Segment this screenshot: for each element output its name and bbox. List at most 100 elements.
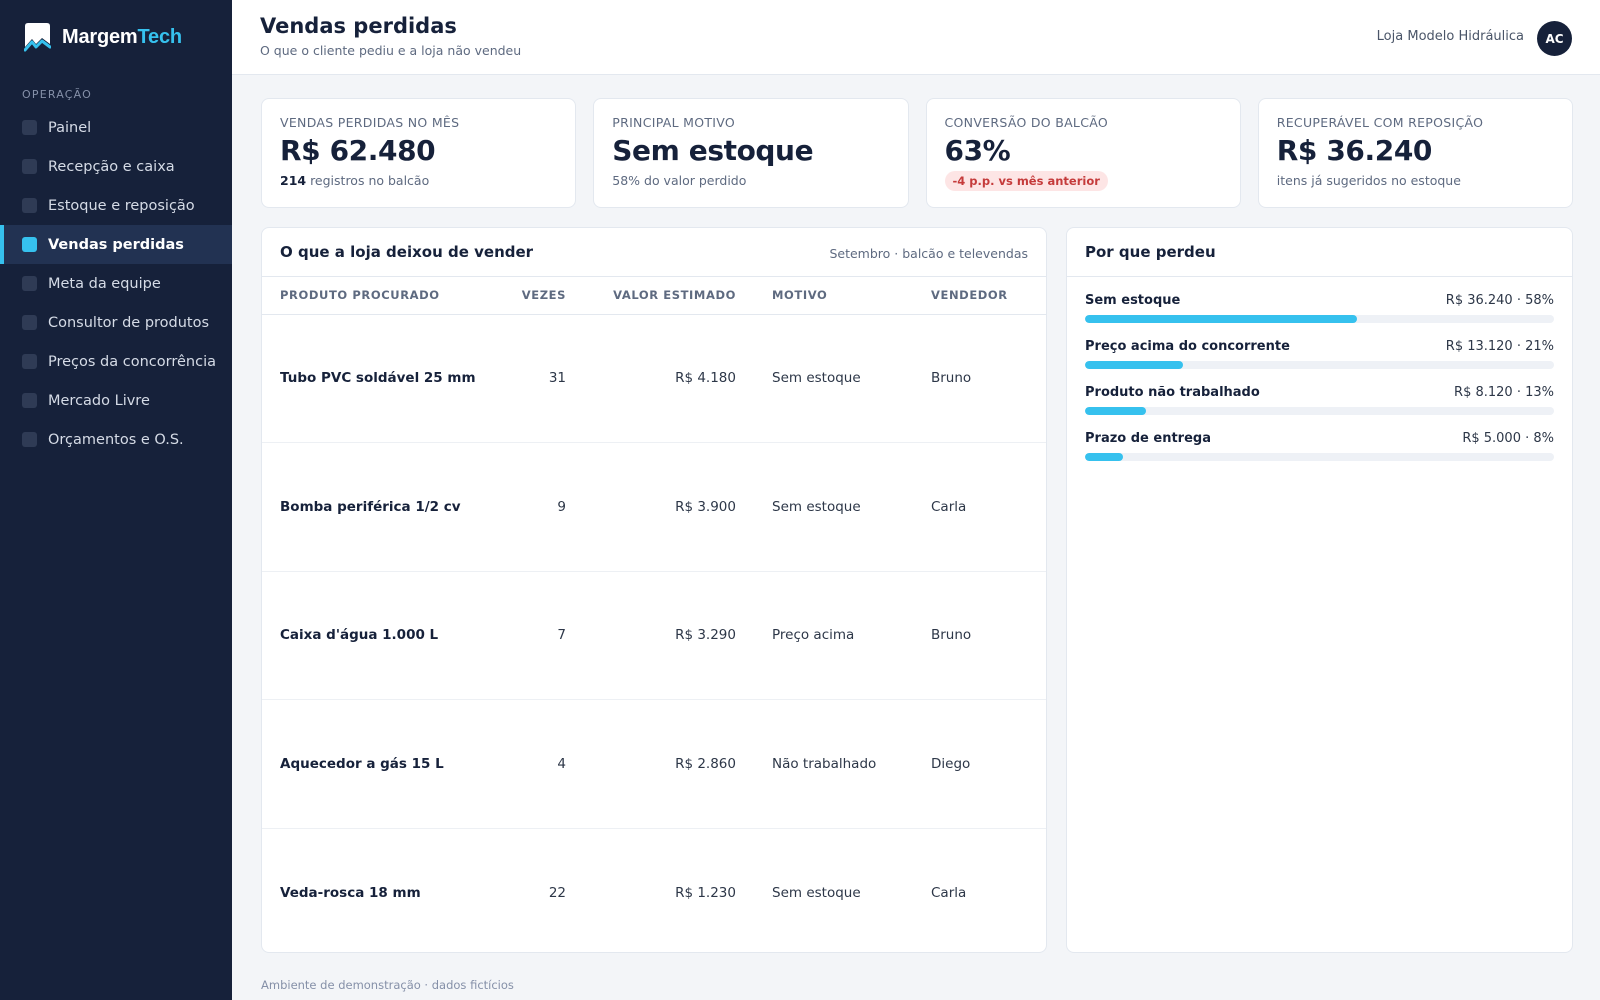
- loss-reason-label: Sem estoque: [1085, 293, 1181, 308]
- loss-reason-bar-fill: [1085, 361, 1184, 369]
- reason-cell: Não trabalhado: [736, 699, 931, 829]
- loss-reason-label: Prazo de entrega: [1085, 431, 1211, 446]
- seller-cell: Bruno: [931, 571, 1046, 701]
- product-cell: Caixa d'água 1.000 L: [262, 571, 506, 701]
- kpi-value: 63%: [944, 134, 1011, 167]
- brand-name: MargemTech: [62, 26, 182, 49]
- loss-reason-bar-fill: [1085, 407, 1146, 415]
- reason-cell: Preço acima: [736, 571, 931, 701]
- sidebar-item-orcamentos-e-o-s[interactable]: Orçamentos e O.S.: [0, 420, 232, 459]
- loss-reasons-panel: Por que perdeu Sem estoque R$ 36.240 · 58…: [1066, 227, 1573, 953]
- nav-bullet-icon: [22, 276, 37, 291]
- seller-cell: Carla: [931, 442, 1046, 572]
- kpi-card-recoverable: RECUPERÁVEL COM REPOSIÇÃO R$ 36.240 iten…: [1257, 98, 1573, 208]
- brand-mark-icon: [24, 23, 51, 52]
- footer-note: Ambiente de demonstração · dados fictíci…: [261, 978, 514, 992]
- sidebar-item-label: Preços da concorrência: [48, 353, 216, 370]
- seller-cell: Carla: [931, 884, 967, 901]
- value-cell: R$ 3.900: [566, 442, 736, 572]
- table-header-row: PRODUTO PROCURADO VEZES VALOR ESTIMADO M…: [262, 277, 1046, 315]
- store-selector[interactable]: Loja Modelo Hidráulica: [1376, 29, 1524, 44]
- seller-cell: Bruno: [931, 314, 1046, 444]
- column-header-reason[interactable]: MOTIVO: [736, 277, 931, 315]
- loss-reason-row: Prazo de entrega R$ 5.000 · 8%: [1085, 431, 1554, 446]
- times-cell: 9: [506, 442, 566, 572]
- kpi-subtext: 58% do valor perdido: [612, 173, 747, 188]
- kpi-label: VENDAS PERDIDAS NO MÊS: [280, 115, 460, 130]
- kpi-value: R$ 36.240: [1276, 134, 1433, 167]
- loss-reason-bar-track: [1085, 315, 1554, 323]
- kpi-subtext-label: registros no balcão: [306, 173, 430, 188]
- loss-reason-item: Sem estoque R$ 36.240 · 58%: [1085, 293, 1554, 339]
- brand-logo[interactable]: MargemTech: [24, 22, 182, 52]
- reason-cell: Sem estoque: [736, 314, 931, 444]
- times-cell: 7: [506, 571, 566, 701]
- value-cell: R$ 3.290: [566, 571, 736, 701]
- loss-reason-row: Preço acima do concorrente R$ 13.120 · 21…: [1085, 339, 1554, 354]
- kpi-card-lost-sales: VENDAS PERDIDAS NO MÊS R$ 62.480 214 reg…: [261, 98, 577, 208]
- page-subtitle: O que o cliente pediu e a loja não vende…: [260, 43, 522, 58]
- loss-reason-bar-track: [1085, 361, 1554, 369]
- loss-reason-bar-fill: [1085, 453, 1123, 461]
- loss-reason-value: R$ 36.240 · 58%: [1445, 293, 1554, 308]
- loss-reason-value: R$ 5.000 · 8%: [1462, 431, 1554, 446]
- brand-name-part2: Tech: [137, 25, 183, 48]
- kpi-card-conversion: CONVERSÃO DO BALCÃO 63% -4 p.p. vs mês a…: [925, 98, 1241, 208]
- seller-cell: Diego: [931, 699, 1046, 829]
- loss-reason-item: Prazo de entrega R$ 5.000 · 8%: [1085, 431, 1554, 477]
- page-header: Vendas perdidas O que o cliente pediu e …: [232, 0, 1600, 75]
- kpi-label: RECUPERÁVEL COM REPOSIÇÃO: [1276, 115, 1484, 130]
- nav-bullet-icon: [22, 198, 37, 213]
- sidebar-item-painel[interactable]: Painel: [0, 108, 232, 147]
- product-cell: Veda-rosca 18 mm: [280, 884, 421, 901]
- kpi-value: Sem estoque: [612, 134, 814, 167]
- kpi-subtext: 214 registros no balcão: [280, 173, 557, 188]
- loss-reason-row: Sem estoque R$ 36.240 · 58%: [1085, 293, 1554, 308]
- kpi-card-main-reason: PRINCIPAL MOTIVO Sem estoque 58% do valo…: [593, 98, 909, 208]
- column-header-value[interactable]: VALOR ESTIMADO: [566, 277, 736, 315]
- loss-reason-bar-fill: [1085, 315, 1358, 323]
- sidebar-item-mercado-livre[interactable]: Mercado Livre: [0, 381, 232, 420]
- sidebar-item-estoque-e-reposicao[interactable]: Estoque e reposição: [0, 186, 232, 225]
- sidebar-item-recepcao-e-caixa[interactable]: Recepção e caixa: [0, 147, 232, 186]
- loss-reason-value: R$ 13.120 · 21%: [1445, 339, 1554, 354]
- sidebar-item-label: Vendas perdidas: [48, 236, 184, 253]
- sidebar-nav: Painel Recepção e caixa Estoque e reposiçã…: [0, 108, 232, 459]
- column-header-times[interactable]: VEZES: [506, 277, 566, 315]
- brand-name-part1: Margem: [62, 25, 138, 48]
- lost-products-panel: O que a loja deixou de vender Setembro ·…: [261, 227, 1047, 953]
- sidebar-item-label: Orçamentos e O.S.: [48, 431, 184, 448]
- sidebar: MargemTech OPERAÇÃO Painel Recepção e cai…: [0, 0, 232, 1000]
- product-cell: Tubo PVC soldável 25 mm: [262, 314, 506, 444]
- table-row[interactable]: Aquecedor a gás 15 L 4 R$ 2.860 Não trabalh…: [262, 699, 1046, 829]
- user-avatar[interactable]: AC: [1537, 21, 1572, 56]
- column-header-seller[interactable]: VENDEDOR: [931, 277, 1046, 315]
- nav-bullet-icon: [22, 393, 37, 408]
- table-row[interactable]: Tubo PVC soldável 25 mm 31 R$ 4.180 Sem est…: [262, 314, 1046, 444]
- page-title: Vendas perdidas: [260, 14, 457, 38]
- sidebar-item-vendas-perdidas[interactable]: Vendas perdidas: [0, 225, 232, 264]
- times-cell: 22: [548, 884, 566, 901]
- loss-reason-label: Produto não trabalhado: [1085, 385, 1260, 400]
- value-cell: R$ 1.230: [675, 884, 736, 901]
- table-row[interactable]: Bomba periférica 1/2 cv 9 R$ 3.900 Sem esto…: [262, 442, 1046, 572]
- status-badge: -4 p.p. vs mês anterior: [944, 171, 1108, 191]
- table-row[interactable]: Caixa d'água 1.000 L 7 R$ 3.290 Preço acima…: [262, 571, 1046, 701]
- sidebar-item-precos-da-concorrencia[interactable]: Preços da concorrência: [0, 342, 232, 381]
- column-header-product[interactable]: PRODUTO PROCURADO: [262, 277, 506, 315]
- sidebar-item-label: Meta da equipe: [48, 275, 161, 292]
- sidebar-item-consultor-de-produtos[interactable]: Consultor de produtos: [0, 303, 232, 342]
- kpi-subtext: itens já sugeridos no estoque: [1276, 173, 1461, 188]
- panel-header: O que a loja deixou de vender Setembro ·…: [262, 228, 1046, 277]
- sidebar-item-label: Mercado Livre: [48, 392, 150, 409]
- sidebar-item-meta-da-equipe[interactable]: Meta da equipe: [0, 264, 232, 303]
- value-cell: R$ 2.860: [566, 699, 736, 829]
- value-cell: R$ 4.180: [566, 314, 736, 444]
- nav-bullet-icon: [22, 354, 37, 369]
- kpi-cards: VENDAS PERDIDAS NO MÊS R$ 62.480 214 reg…: [261, 98, 1573, 208]
- sidebar-item-label: Estoque e reposição: [48, 197, 195, 214]
- nav-bullet-icon: [22, 432, 37, 447]
- product-cell: Bomba periférica 1/2 cv: [262, 442, 506, 572]
- table-row[interactable]: Veda-rosca 18 mm 22 R$ 1.230 Sem estoque Car…: [262, 828, 1046, 957]
- period-filter[interactable]: Setembro · balcão e televendas: [829, 246, 1028, 261]
